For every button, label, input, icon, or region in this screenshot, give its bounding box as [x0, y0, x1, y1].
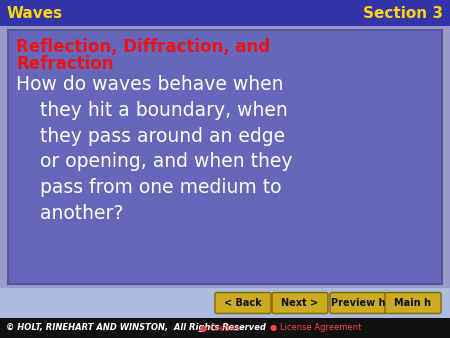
Text: ● Credits: ● Credits: [200, 323, 240, 333]
Bar: [0, 288, 450, 318]
Text: Section 3: Section 3: [363, 5, 443, 21]
Text: Main h: Main h: [395, 298, 432, 308]
Text: Waves: Waves: [7, 5, 63, 21]
Text: Refraction: Refraction: [16, 55, 113, 73]
FancyBboxPatch shape: [330, 292, 386, 314]
FancyBboxPatch shape: [385, 292, 441, 314]
FancyBboxPatch shape: [272, 292, 328, 314]
Text: ● License Agreement: ● License Agreement: [270, 323, 361, 333]
FancyBboxPatch shape: [215, 292, 271, 314]
Text: Next >: Next >: [281, 298, 319, 308]
Text: How do waves behave when
    they hit a boundary, when
    they pass around an e: How do waves behave when they hit a boun…: [16, 75, 292, 223]
Text: Preview h: Preview h: [331, 298, 385, 308]
Text: < Back: < Back: [224, 298, 262, 308]
Text: © HOLT, RINEHART AND WINSTON,  All Rights Reserved: © HOLT, RINEHART AND WINSTON, All Rights…: [6, 323, 266, 333]
Bar: [0, 0, 450, 26]
FancyBboxPatch shape: [8, 30, 442, 284]
Bar: [0, 318, 450, 338]
Text: Reflection, Diffraction, and: Reflection, Diffraction, and: [16, 38, 270, 56]
